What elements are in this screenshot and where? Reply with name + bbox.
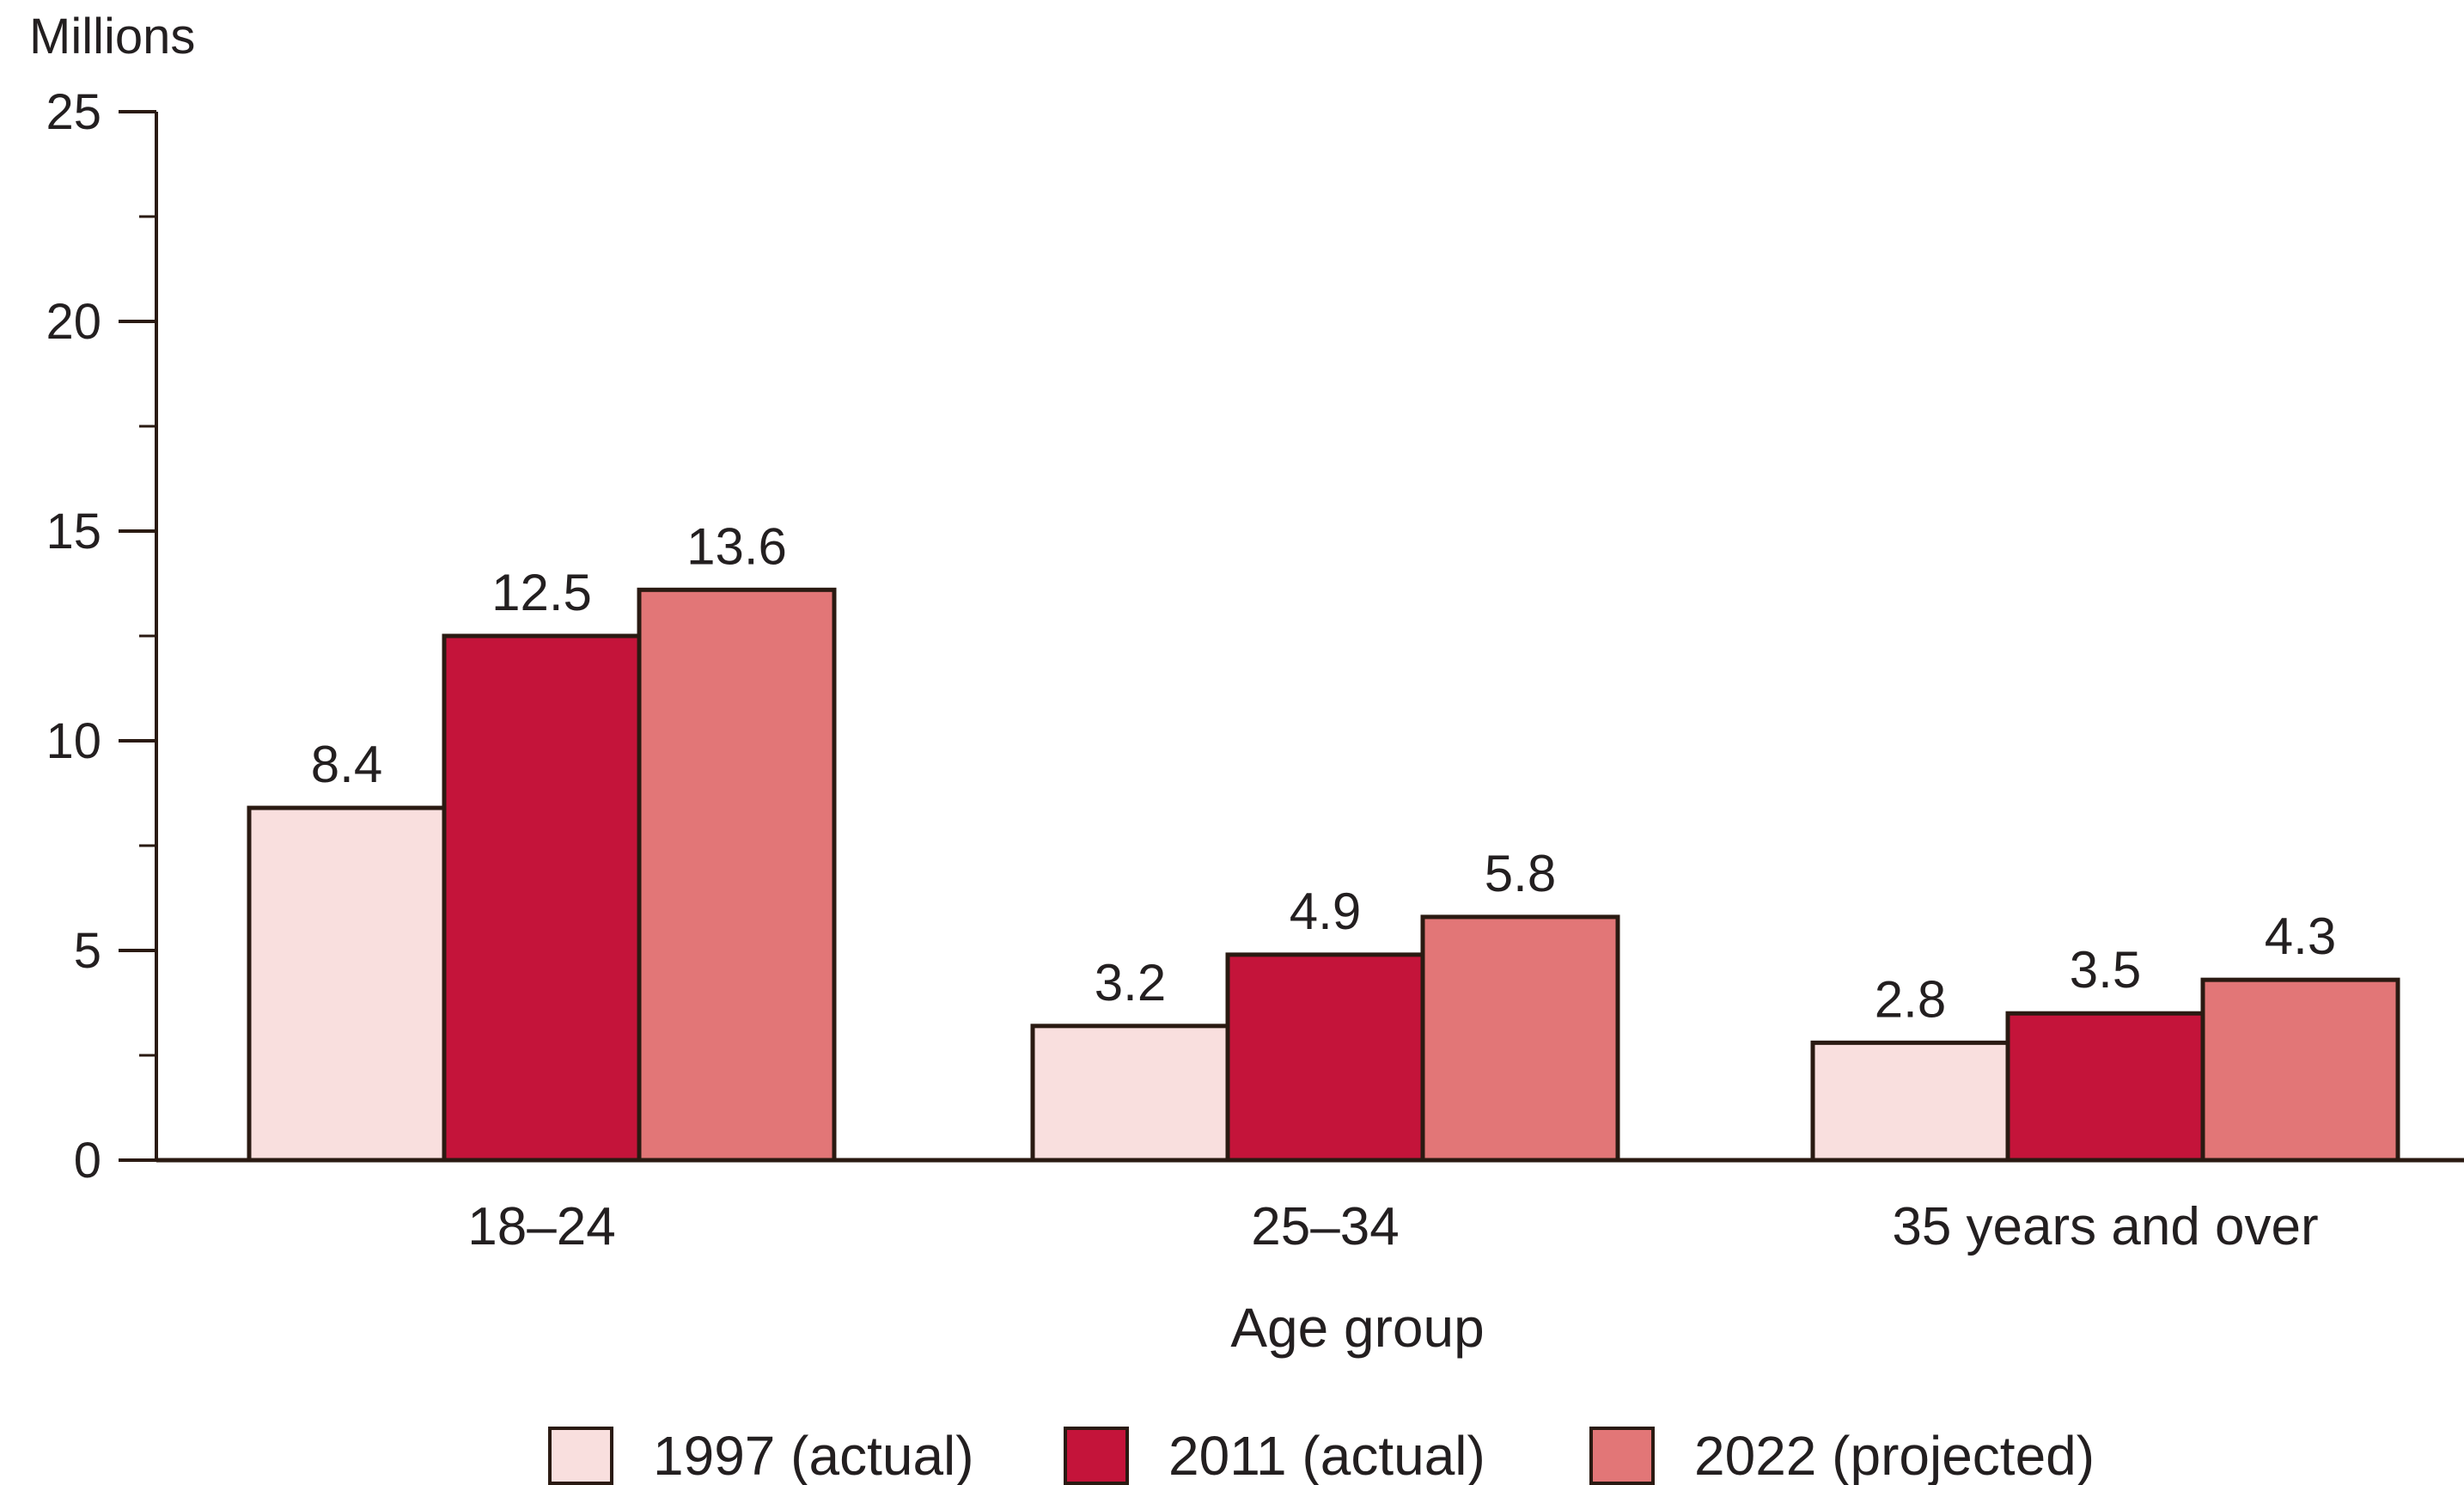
legend-label: 1997 (actual) bbox=[653, 1425, 974, 1485]
y-tick-label: 15 bbox=[46, 504, 101, 559]
bar-3-2 bbox=[1420, 914, 1620, 1163]
bar-value-label: 13.6 bbox=[686, 517, 787, 575]
y-tick-label: 10 bbox=[46, 713, 101, 769]
legend-item: 1997 (actual) bbox=[548, 1425, 974, 1485]
legend-swatch bbox=[1589, 1427, 1655, 1485]
legend-item: 2022 (projected) bbox=[1589, 1425, 2095, 1485]
bar-value-label: 3.2 bbox=[1095, 954, 1166, 1011]
legend-swatch bbox=[548, 1427, 613, 1485]
x-category-label: 25–34 bbox=[1251, 1197, 1399, 1256]
x-category-label: 35 years and over bbox=[1892, 1197, 2318, 1256]
bar-2-1 bbox=[442, 633, 642, 1163]
bars bbox=[247, 587, 2400, 1163]
bar-1-1 bbox=[247, 805, 447, 1163]
bar-2-2 bbox=[1225, 952, 1425, 1163]
bar-3-3 bbox=[2200, 977, 2400, 1163]
x-axis: 18–24 25–34 35 years and over bbox=[156, 1158, 2464, 1256]
y-tick-label: 5 bbox=[74, 923, 101, 979]
x-axis-label: Age group bbox=[1230, 1297, 1484, 1359]
bar-1-3 bbox=[1810, 1040, 2010, 1163]
legend-label: 2011 (actual) bbox=[1168, 1425, 1485, 1485]
bar-value-label: 2.8 bbox=[1875, 970, 1946, 1028]
legend-swatch bbox=[1064, 1427, 1129, 1485]
bar-value-label: 5.8 bbox=[1485, 845, 1556, 902]
bar-value-label: 3.5 bbox=[2070, 941, 2141, 999]
bar-value-label: 8.4 bbox=[311, 736, 382, 793]
y-tick-label: 0 bbox=[74, 1133, 101, 1189]
bar-value-label: 4.3 bbox=[2265, 908, 2336, 965]
y-unit-label: Millions bbox=[29, 9, 195, 64]
bar-value-label: 12.5 bbox=[491, 564, 592, 621]
legend-label: 2022 (projected) bbox=[1694, 1425, 2095, 1485]
bar-3-1 bbox=[637, 587, 837, 1163]
y-axis: 0 5 10 15 20 25 bbox=[46, 84, 158, 1189]
x-category-label: 18–24 bbox=[467, 1197, 615, 1256]
legend: 1997 (actual) 2011 (actual) 2022 (projecte… bbox=[548, 1425, 2095, 1485]
y-tick-label: 25 bbox=[46, 84, 101, 140]
y-tick-label: 20 bbox=[46, 294, 101, 350]
value-labels: 8.4 12.5 13.6 3.2 4.9 5.8 2.8 3.5 4.3 bbox=[311, 517, 2336, 1028]
bar-1-2 bbox=[1030, 1024, 1230, 1163]
bar-2-3 bbox=[2005, 1011, 2205, 1163]
legend-item: 2011 (actual) bbox=[1064, 1425, 1485, 1485]
bar-value-label: 4.9 bbox=[1290, 883, 1361, 940]
